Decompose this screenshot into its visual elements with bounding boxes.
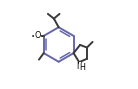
Text: H: H	[79, 63, 85, 72]
Text: O: O	[34, 31, 41, 40]
Text: N: N	[76, 62, 82, 71]
